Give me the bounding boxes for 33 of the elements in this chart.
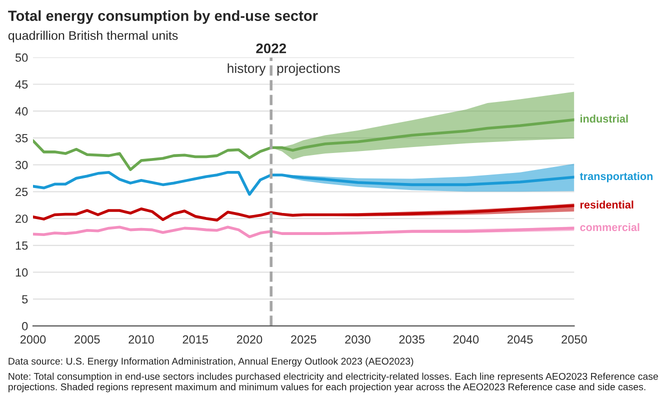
chart-title: Total energy consumption by end-use sector — [8, 10, 318, 24]
y-tick-label: 15 — [16, 242, 28, 250]
annotation: projections — [277, 63, 340, 76]
series-label: commercial — [580, 223, 640, 232]
y-tick-label: 20 — [16, 214, 28, 223]
x-tick-label: 2050 — [562, 335, 587, 344]
annotation: history — [228, 63, 266, 76]
source-note: Data source: U.S. Energy Information Administration, Annual Energy Outlook 2023 (AEO2023) — [8, 358, 414, 367]
x-tick-label: 2020 — [236, 335, 262, 344]
x-tick-label: 2025 — [291, 335, 316, 344]
y-tick-label: 40 — [15, 107, 28, 116]
y-tick-label: 5 — [22, 295, 28, 304]
y-tick-label: 10 — [16, 268, 28, 277]
text: Note: Total consumption in end-use sectors includes purchased electricity and electricity-related losses. Each line represents AEO2023 Reference case projections. Shaded regions represent maximum and minimum values for each projection year across the AEO2023 Reference case and side cases. — [8, 372, 658, 392]
x-tick-label: 2015 — [182, 335, 208, 344]
series-label: industrial — [580, 114, 628, 123]
x-tick-label: 2005 — [74, 335, 100, 344]
y-tick-label: 45 — [15, 80, 28, 89]
x-tick-label: 2030 — [345, 335, 370, 344]
x-tick-label: 2010 — [128, 335, 154, 344]
x-tick-label: 2045 — [508, 335, 533, 344]
ref-line-label: 2022 — [256, 43, 286, 54]
chart-subtitle: quadrillion British thermal units — [8, 30, 178, 42]
x-tick-label: 2040 — [453, 335, 479, 344]
y-tick-label: 25 — [16, 188, 28, 196]
x-tick-label: 2035 — [399, 335, 424, 344]
x-tick-label: 2000 — [20, 335, 46, 344]
series-label: residential — [580, 200, 634, 209]
y-tick-label: 0 — [22, 322, 28, 330]
y-tick-label: 30 — [15, 160, 28, 170]
series-label: transportation — [580, 172, 653, 182]
y-tick-label: 35 — [15, 134, 28, 142]
y-tick-label: 50 — [15, 53, 28, 62]
